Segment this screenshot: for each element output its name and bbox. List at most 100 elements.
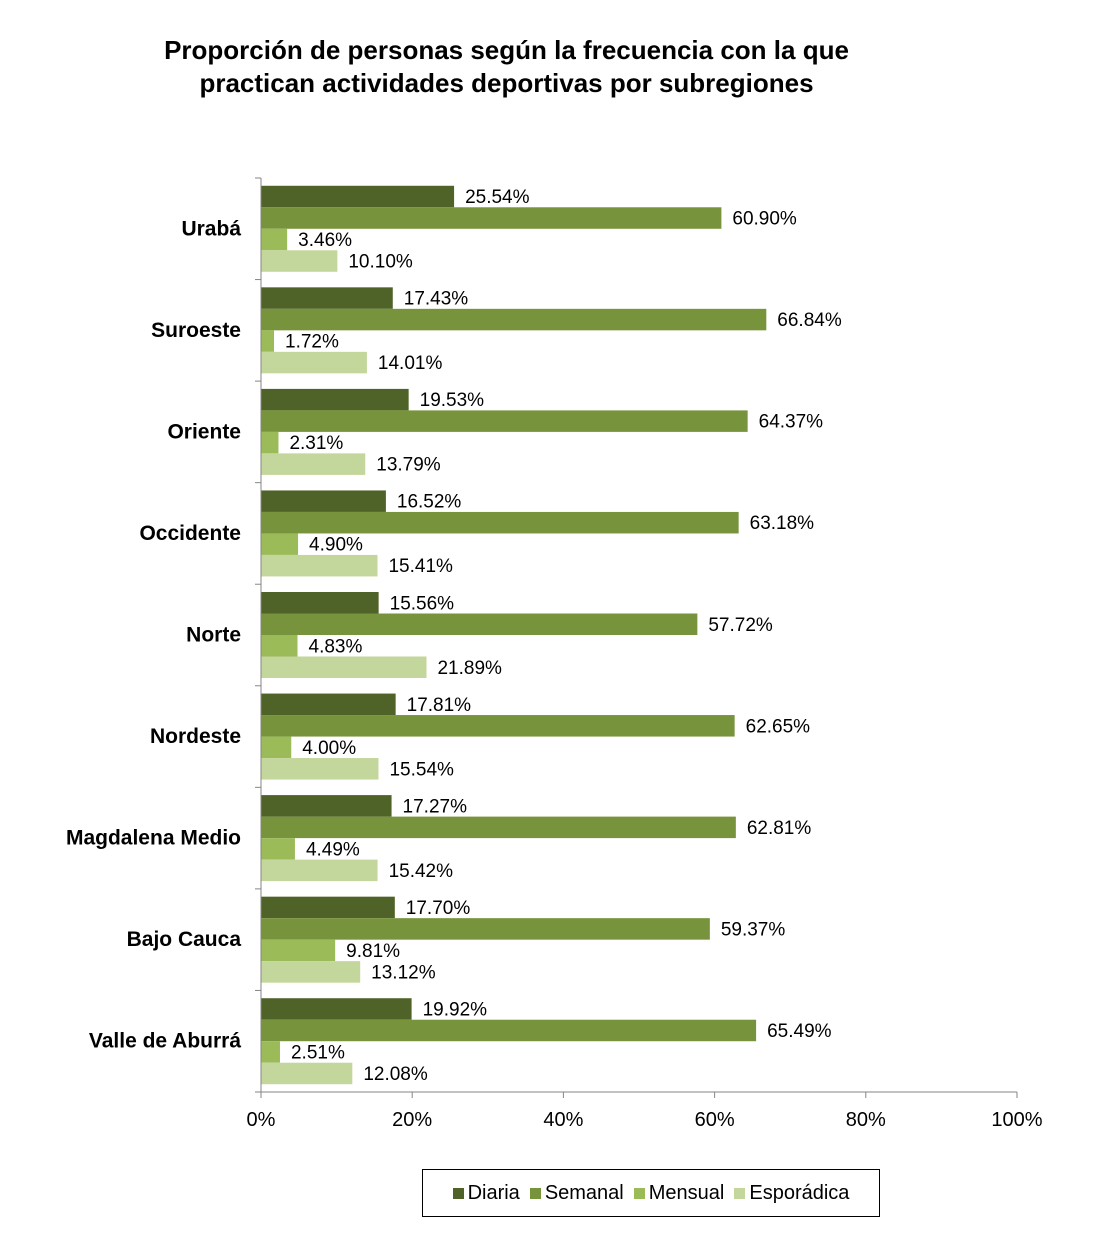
category-label-suroeste: Suroeste (151, 319, 241, 342)
category-label-norte: Norte (186, 624, 241, 647)
bar-esporadica-nordeste (261, 758, 379, 780)
value-label-esporadica-norte: 21.89% (437, 658, 502, 679)
category-label-nordeste: Nordeste (150, 725, 241, 748)
bar-mensual-nordeste (261, 736, 292, 759)
category-label-uraba: Urabá (181, 217, 241, 240)
legend-item-mensual: Mensual (633, 1181, 725, 1205)
value-label-mensual-bajo-cauca: 9.81% (346, 941, 400, 962)
bar-semanal-bajo-cauca (261, 918, 710, 940)
value-label-semanal-norte: 57.72% (708, 615, 773, 636)
value-label-esporadica-bajo-cauca: 13.12% (371, 962, 436, 983)
chart-title-line-2: practican actividades deportivas por sub… (199, 68, 814, 98)
bar-diaria-norte (261, 592, 379, 614)
value-label-semanal-oriente: 64.37% (759, 412, 824, 433)
value-label-diaria-oriente: 19.53% (420, 390, 485, 411)
bar-esporadica-oriente (261, 453, 366, 475)
bar-esporadica-occidente (261, 554, 378, 577)
bar-semanal-valle-de-aburra (261, 1019, 757, 1042)
legend-item-diaria: Diaria (452, 1181, 520, 1205)
bar-diaria-oriente (261, 388, 409, 411)
legend-label-diaria: Diaria (467, 1181, 520, 1204)
bar-mensual-valle-de-aburra (261, 1041, 280, 1063)
value-label-semanal-occidente: 63.18% (750, 513, 815, 534)
value-label-semanal-suroeste: 66.84% (777, 310, 842, 331)
value-label-semanal-bajo-cauca: 59.37% (721, 919, 786, 940)
bar-chart: 25.54% 60.90% 3.46%10.10% 17.43% 66.84% 1.72%… (66, 177, 1043, 1131)
value-label-diaria-bajo-cauca: 17.70% (406, 898, 471, 919)
category-labels-layer: Urabá Suroeste Oriente Occidente Norte Nordes… (66, 217, 241, 1052)
legend-swatch-diaria (452, 1187, 464, 1199)
value-label-esporadica-oriente: 13.79% (376, 455, 441, 476)
bar-semanal-nordeste (261, 715, 735, 737)
category-label-oriente: Oriente (167, 420, 241, 443)
value-label-esporadica-valle-de-aburra: 12.08% (363, 1064, 428, 1085)
value-label-semanal-valle-de-aburra: 65.49% (767, 1021, 832, 1042)
bar-semanal-occidente (261, 511, 739, 534)
bar-esporadica-magdalena-medio (261, 859, 378, 882)
legend-swatch-semanal (529, 1187, 541, 1199)
value-label-diaria-nordeste: 17.81% (407, 695, 472, 716)
chart-title-line-1: Proporción de personas según la frecuenc… (164, 35, 849, 65)
bars-layer (261, 185, 767, 1085)
value-label-mensual-nordeste: 4.00% (302, 738, 356, 759)
value-label-mensual-valle-de-aburra: 2.51% (291, 1042, 345, 1063)
bar-mensual-occidente (261, 533, 299, 555)
x-tick-label: 80% (846, 1109, 886, 1131)
legend-item-semanal: Semanal (529, 1181, 624, 1205)
value-label-diaria-occidente: 16.52% (397, 492, 462, 513)
bar-diaria-occidente (261, 490, 386, 512)
x-tick-label: 60% (695, 1109, 735, 1131)
value-label-mensual-suroeste: 1.72% (285, 332, 339, 353)
legend-item-esporadica: Esporádica (734, 1182, 849, 1205)
x-tick-label: 40% (543, 1109, 583, 1131)
x-tick-label: 20% (392, 1109, 432, 1131)
bar-diaria-suroeste (261, 287, 393, 309)
value-label-mensual-uraba: 3.46% (298, 230, 352, 251)
bar-semanal-uraba (261, 207, 722, 229)
value-label-semanal-nordeste: 62.65% (746, 716, 811, 737)
legend-label-semanal: Semanal (544, 1181, 624, 1204)
legend-swatch-mensual (633, 1187, 645, 1199)
legend-label-esporadica: Esporádica (749, 1181, 850, 1204)
value-label-esporadica-nordeste: 15.54% (389, 759, 454, 780)
bar-diaria-bajo-cauca (261, 896, 395, 919)
bar-diaria-nordeste (261, 693, 396, 716)
value-label-mensual-occidente: 4.90% (309, 535, 363, 556)
bar-esporadica-norte (261, 656, 427, 678)
value-label-diaria-valle-de-aburra: 19.92% (423, 999, 488, 1020)
bar-diaria-uraba (261, 185, 455, 208)
bar-diaria-magdalena-medio (261, 795, 392, 817)
value-label-mensual-magdalena-medio: 4.49% (306, 839, 360, 860)
legend: Diaria Semanal Mensual Esporádica (422, 1169, 880, 1217)
value-label-esporadica-occidente: 15.41% (388, 556, 453, 577)
bar-mensual-oriente (261, 431, 279, 454)
bar-esporadica-bajo-cauca (261, 961, 361, 983)
value-label-diaria-uraba: 25.54% (465, 187, 530, 208)
category-label-valle-de-aburra: Valle de Aburrá (89, 1030, 241, 1053)
value-label-esporadica-magdalena-medio: 15.42% (389, 861, 454, 882)
bar-semanal-magdalena-medio (261, 816, 736, 839)
bar-mensual-magdalena-medio (261, 838, 295, 860)
bar-mensual-uraba (261, 228, 288, 251)
value-label-semanal-magdalena-medio: 62.81% (747, 818, 812, 839)
bar-esporadica-valle-de-aburra (261, 1062, 353, 1085)
value-label-esporadica-uraba: 10.10% (348, 252, 413, 273)
value-label-diaria-norte: 15.56% (390, 593, 455, 614)
category-label-bajo-cauca: Bajo Cauca (127, 928, 242, 951)
value-label-diaria-suroeste: 17.43% (404, 289, 469, 310)
category-label-magdalena-medio: Magdalena Medio (66, 827, 241, 850)
bar-semanal-oriente (261, 410, 748, 432)
chart-title: Proporción de personas según la frecuenc… (0, 34, 1013, 100)
value-label-esporadica-suroeste: 14.01% (378, 353, 443, 374)
bar-diaria-valle-de-aburra (261, 998, 412, 1020)
axis-layer: 0% 20% 40% 60% 80% 100% (247, 177, 1043, 1131)
bar-mensual-suroeste (261, 330, 275, 352)
bar-mensual-norte (261, 635, 298, 657)
value-labels-layer: 25.54% 60.90% 3.46%10.10% 17.43% 66.84% 1.72%… (285, 187, 842, 1085)
value-label-mensual-norte: 4.83% (309, 636, 363, 657)
value-label-mensual-oriente: 2.31% (289, 433, 343, 454)
legend-label-mensual: Mensual (648, 1181, 725, 1204)
bar-esporadica-suroeste (261, 351, 367, 374)
bar-semanal-suroeste (261, 308, 767, 331)
bar-esporadica-uraba (261, 250, 338, 272)
